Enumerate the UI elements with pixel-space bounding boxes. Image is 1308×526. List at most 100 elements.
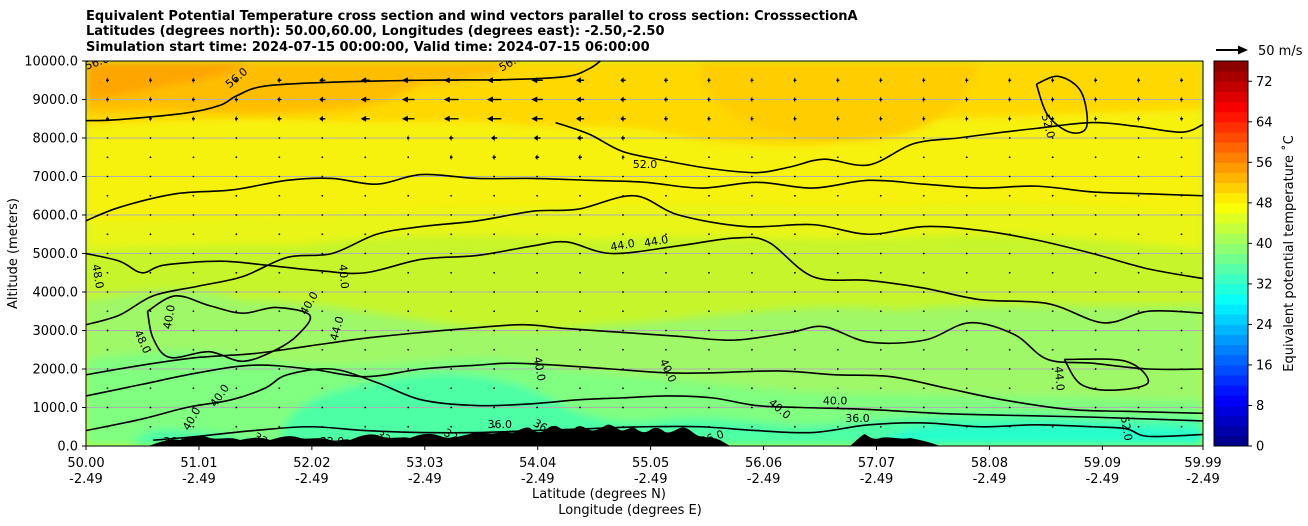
colorbar-segment (1214, 61, 1248, 72)
wind-vector (321, 310, 324, 313)
wind-vector (106, 348, 109, 351)
wind-vector (536, 214, 538, 216)
contour-48 (86, 194, 1203, 326)
wind-vector (751, 368, 753, 370)
wind-vector (1137, 175, 1140, 178)
wind-vector (1094, 291, 1097, 293)
x-tick-label-lat: 52.02 (293, 456, 330, 471)
wind-vector (620, 115, 626, 122)
wind-vector (708, 406, 710, 409)
wind-vector (1008, 329, 1011, 332)
wind-vector (879, 348, 882, 351)
wind-vector (1008, 310, 1011, 313)
wind-vector (1008, 368, 1011, 370)
wind-vector (922, 425, 925, 428)
wind-vector (793, 214, 796, 216)
wind-vector (751, 387, 753, 390)
colorbar-segment (1214, 172, 1248, 184)
contour-40 (1063, 358, 1150, 392)
wind-vector (450, 368, 453, 370)
colorbar-segment (1214, 162, 1248, 173)
colorbar-segment (1214, 435, 1248, 447)
wind-vector (450, 194, 453, 197)
wind-vector (536, 387, 538, 390)
contour-label: 40.0 (161, 304, 178, 330)
wind-vector (191, 77, 195, 84)
contour-label: 40.0 (823, 395, 848, 408)
wind-vector (278, 291, 281, 293)
wind-vector (622, 348, 624, 351)
wind-vector (751, 137, 753, 139)
wind-vector (576, 96, 585, 103)
wind-vector (235, 194, 238, 197)
wind-vector (879, 368, 882, 370)
wind-vector (1008, 156, 1011, 159)
wind-vector (1137, 252, 1140, 255)
wind-vector (1094, 96, 1098, 103)
wind-vector (106, 406, 109, 409)
quiver-key: 50 m/s (1216, 44, 1303, 59)
contour-label: 52.0 (1118, 415, 1135, 441)
wind-vector (364, 348, 367, 351)
wind-vector (1094, 175, 1097, 178)
wind-vector (579, 233, 581, 236)
y-gridlines (86, 61, 1203, 446)
y-tick-label: 5000.0 (33, 247, 79, 262)
wind-vector (708, 175, 710, 178)
wind-vector (450, 348, 453, 351)
wind-vector (665, 137, 667, 139)
wind-vector (450, 233, 453, 236)
wind-vector (965, 406, 968, 409)
wind-vector (836, 271, 839, 274)
wind-vector (751, 406, 753, 409)
wind-vector (793, 291, 796, 293)
contour-label: 40.0 (336, 264, 351, 290)
wind-vector (793, 77, 797, 84)
wind-vector (1051, 233, 1054, 236)
wind-vector (321, 194, 324, 197)
contour-label: 44.0 (609, 237, 635, 254)
wind-vector (235, 425, 238, 428)
wind-vector (149, 368, 152, 370)
wind-vector (536, 425, 538, 428)
wind-vector (278, 137, 281, 139)
wind-vector (922, 194, 925, 197)
wind-vector (278, 252, 281, 255)
colorbar-tick-label: 40 (1256, 237, 1273, 252)
wind-vector (708, 271, 710, 274)
x-tick-label-lat: 56.06 (745, 456, 782, 471)
wind-vector (707, 77, 711, 84)
wind-vector (235, 368, 238, 370)
quiver-key-label: 50 m/s (1258, 44, 1303, 59)
wind-vector (665, 348, 667, 351)
colorbar-tick-label: 64 (1256, 115, 1273, 130)
wind-vector (1137, 115, 1141, 122)
y-tick-label: 4000.0 (33, 286, 79, 301)
wind-vector (493, 368, 496, 370)
colorbar-segment (1214, 121, 1248, 133)
wind-vector (922, 77, 926, 84)
wind-vector (401, 96, 415, 103)
colorbar-segment (1214, 101, 1248, 113)
wind-vector (922, 214, 925, 216)
wind-vector (278, 329, 281, 332)
wind-vector (364, 368, 367, 370)
wind-vector (750, 96, 754, 103)
colorbar-tick-label: 32 (1256, 277, 1273, 292)
colorbar-tick-label: 48 (1256, 196, 1273, 211)
wind-vector (321, 406, 324, 409)
wind-vector (1180, 387, 1183, 390)
wind-vector (493, 329, 496, 332)
wind-vector (879, 252, 882, 255)
wind-vector (278, 194, 281, 197)
wind-vector (1180, 214, 1183, 216)
wind-vector (491, 135, 498, 141)
chart-title-line-2: Latitudes (degrees north): 50.00,60.00, … (86, 24, 665, 39)
wind-vector (1051, 291, 1054, 293)
wind-vector (965, 233, 968, 236)
colorbar-segment (1214, 294, 1248, 305)
wind-vector (793, 175, 796, 178)
wind-vector (665, 233, 667, 236)
wind-vector (879, 137, 882, 139)
colorbar-segment (1214, 273, 1248, 285)
